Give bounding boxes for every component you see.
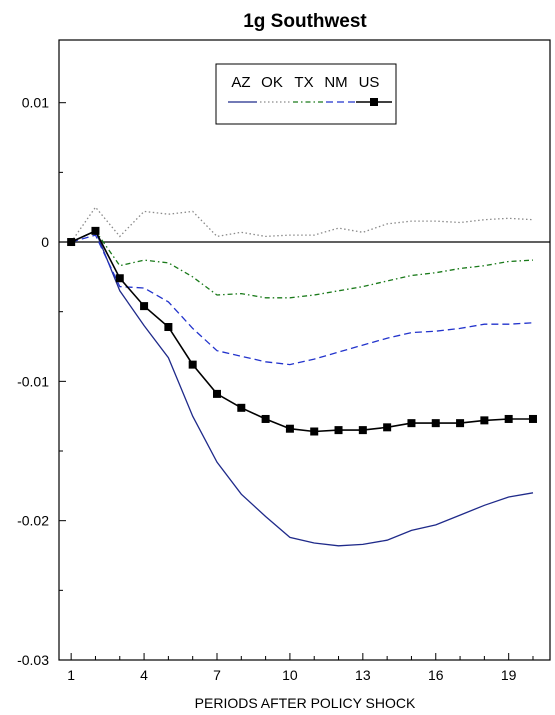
- legend: AZ OK TX NM US: [215, 63, 397, 125]
- y-tick-label: -0.01: [17, 373, 49, 389]
- x-tick-label: 10: [282, 667, 298, 683]
- legend-marker-us: [370, 98, 378, 106]
- series-point-us: [504, 414, 513, 423]
- series-point-us: [115, 274, 124, 283]
- series-point-us: [334, 426, 343, 435]
- series-point-us: [407, 419, 416, 428]
- legend-label-az: AZ: [231, 74, 250, 91]
- y-tick-label: 0.01: [22, 95, 49, 111]
- series-point-us: [358, 426, 367, 435]
- plot-area: [58, 39, 551, 661]
- series-line-az: [70, 230, 534, 547]
- x-tick-label: 4: [140, 667, 148, 683]
- series-point-us: [237, 403, 246, 412]
- series-line-us: [70, 229, 533, 433]
- chart-title: 1g Southwest: [243, 11, 367, 32]
- x-tick-label: 7: [213, 667, 221, 683]
- legend-label-tx: TX: [294, 74, 313, 91]
- legend-label-ok: OK: [261, 74, 283, 91]
- series-point-us: [480, 416, 489, 425]
- y-tick-label: -0.02: [17, 513, 49, 529]
- x-axis-label: PERIODS AFTER POLICY SHOCK: [195, 695, 416, 711]
- y-tick-label: -0.03: [17, 652, 49, 668]
- series-point-us: [212, 389, 221, 398]
- series-point-us: [140, 302, 149, 311]
- series-point-us: [528, 414, 537, 423]
- series-point-us: [456, 419, 465, 428]
- legend-label-us: US: [359, 74, 380, 91]
- x-tick-label: 1: [67, 667, 75, 683]
- series-line-nm: [71, 234, 534, 366]
- series-point-us: [383, 423, 392, 432]
- x-tick-label: 16: [428, 667, 444, 683]
- x-tick-label: 19: [501, 667, 517, 683]
- x-tick-label: 13: [355, 667, 371, 683]
- x-axis: 1 4 7 10 13 16 19: [67, 653, 534, 683]
- series-point-us: [91, 226, 100, 235]
- series-point-us: [188, 360, 197, 369]
- y-axis: 0.01 0 -0.01 -0.02 -0.03: [17, 95, 66, 668]
- legend-box: [215, 63, 397, 125]
- series-point-us: [431, 419, 440, 428]
- series-line-ok: [70, 206, 534, 243]
- legend-label-nm: NM: [324, 74, 347, 91]
- series-point-us: [67, 238, 76, 247]
- series-point-us: [285, 424, 294, 433]
- y-tick-label: 0: [41, 234, 49, 250]
- series-point-us: [164, 323, 173, 332]
- plot-frame: [58, 39, 551, 661]
- series-point-us: [310, 427, 319, 436]
- series-point-us: [261, 414, 270, 423]
